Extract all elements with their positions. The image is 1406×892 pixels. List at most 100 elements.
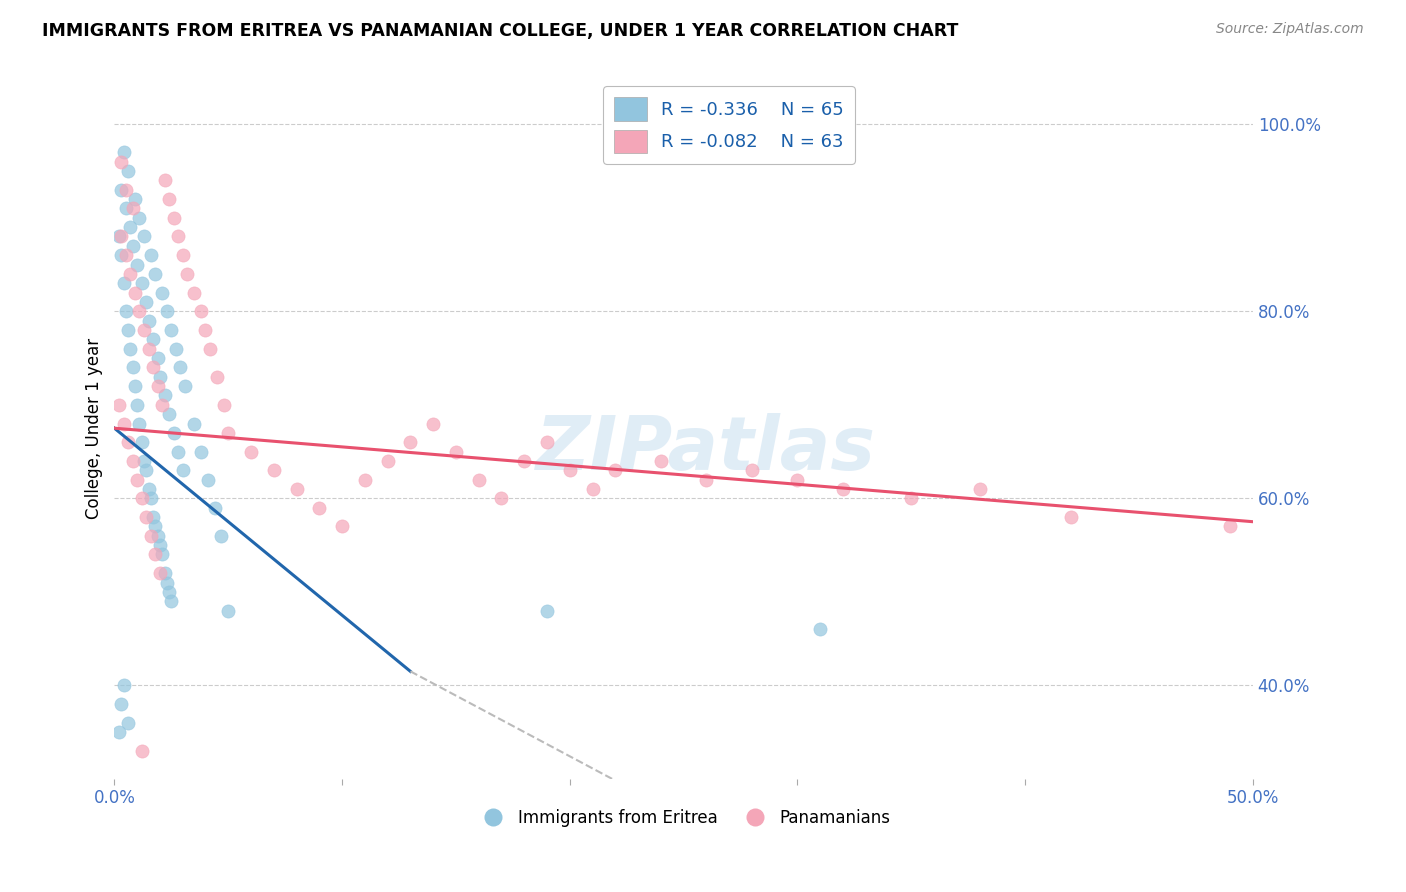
Point [183,417,205,431]
Point [145,519,167,533]
Point [167,444,190,458]
Point [145,548,167,562]
Point [112,145,135,160]
Point [536,603,558,617]
Point [127,258,149,272]
Point [131,435,153,450]
Point [467,473,489,487]
Point [536,435,558,450]
Point [112,276,135,290]
Point [285,482,308,496]
Point [120,342,142,356]
Point [695,473,717,487]
Point [132,454,155,468]
Point [128,417,150,431]
Point [139,491,162,506]
Point [132,229,155,244]
Legend: Immigrants from Eritrea, Panamanians: Immigrants from Eritrea, Panamanians [470,803,897,834]
Point [131,276,153,290]
Point [145,267,167,281]
Point [124,285,146,300]
Point [131,744,153,758]
Point [204,500,226,515]
Text: IMMIGRANTS FROM ERITREA VS PANAMANIAN COLLEGE, UNDER 1 YEAR CORRELATION CHART: IMMIGRANTS FROM ERITREA VS PANAMANIAN CO… [42,22,959,40]
Point [377,454,399,468]
Point [110,248,132,262]
Point [354,473,377,487]
Text: ZIPatlas: ZIPatlas [537,413,876,486]
Point [741,463,763,477]
Point [138,482,160,496]
Point [169,360,191,375]
Point [1060,510,1083,524]
Point [160,594,183,608]
Point [832,482,855,496]
Point [121,454,143,468]
Point [108,398,131,412]
Point [162,425,184,440]
Point [153,173,176,187]
Point [117,435,139,450]
Point [160,323,183,337]
Point [131,491,153,506]
Point [190,304,212,318]
Point [149,566,172,581]
Point [139,529,162,543]
Point [110,154,132,169]
Point [128,211,150,225]
Point [157,585,180,599]
Point [176,267,198,281]
Point [112,678,135,692]
Point [194,323,217,337]
Point [149,538,172,552]
Point [114,304,136,318]
Point [174,379,197,393]
Point [128,304,150,318]
Point [108,725,131,739]
Point [444,444,467,458]
Point [120,220,142,235]
Point [139,248,162,262]
Point [263,463,285,477]
Point [114,183,136,197]
Y-axis label: College, Under 1 year: College, Under 1 year [86,337,103,519]
Point [969,482,991,496]
Point [156,575,179,590]
Point [900,491,922,506]
Point [650,454,672,468]
Point [121,360,143,375]
Point [209,529,232,543]
Point [110,697,132,711]
Point [172,248,194,262]
Point [422,417,444,431]
Point [558,463,581,477]
Point [135,510,157,524]
Point [157,192,180,206]
Point [205,369,228,384]
Point [110,183,132,197]
Point [786,473,808,487]
Point [153,566,176,581]
Point [114,202,136,216]
Point [808,622,831,636]
Point [114,248,136,262]
Point [1219,519,1241,533]
Point [217,425,239,440]
Text: Source: ZipAtlas.com: Source: ZipAtlas.com [1216,22,1364,37]
Point [117,164,139,178]
Point [190,444,212,458]
Point [132,323,155,337]
Point [110,229,132,244]
Point [308,500,330,515]
Point [149,369,172,384]
Point [157,407,180,421]
Point [513,454,536,468]
Point [399,435,422,450]
Point [142,360,165,375]
Point [150,285,173,300]
Point [142,510,165,524]
Point [124,192,146,206]
Point [581,482,603,496]
Point [605,463,627,477]
Point [138,313,160,327]
